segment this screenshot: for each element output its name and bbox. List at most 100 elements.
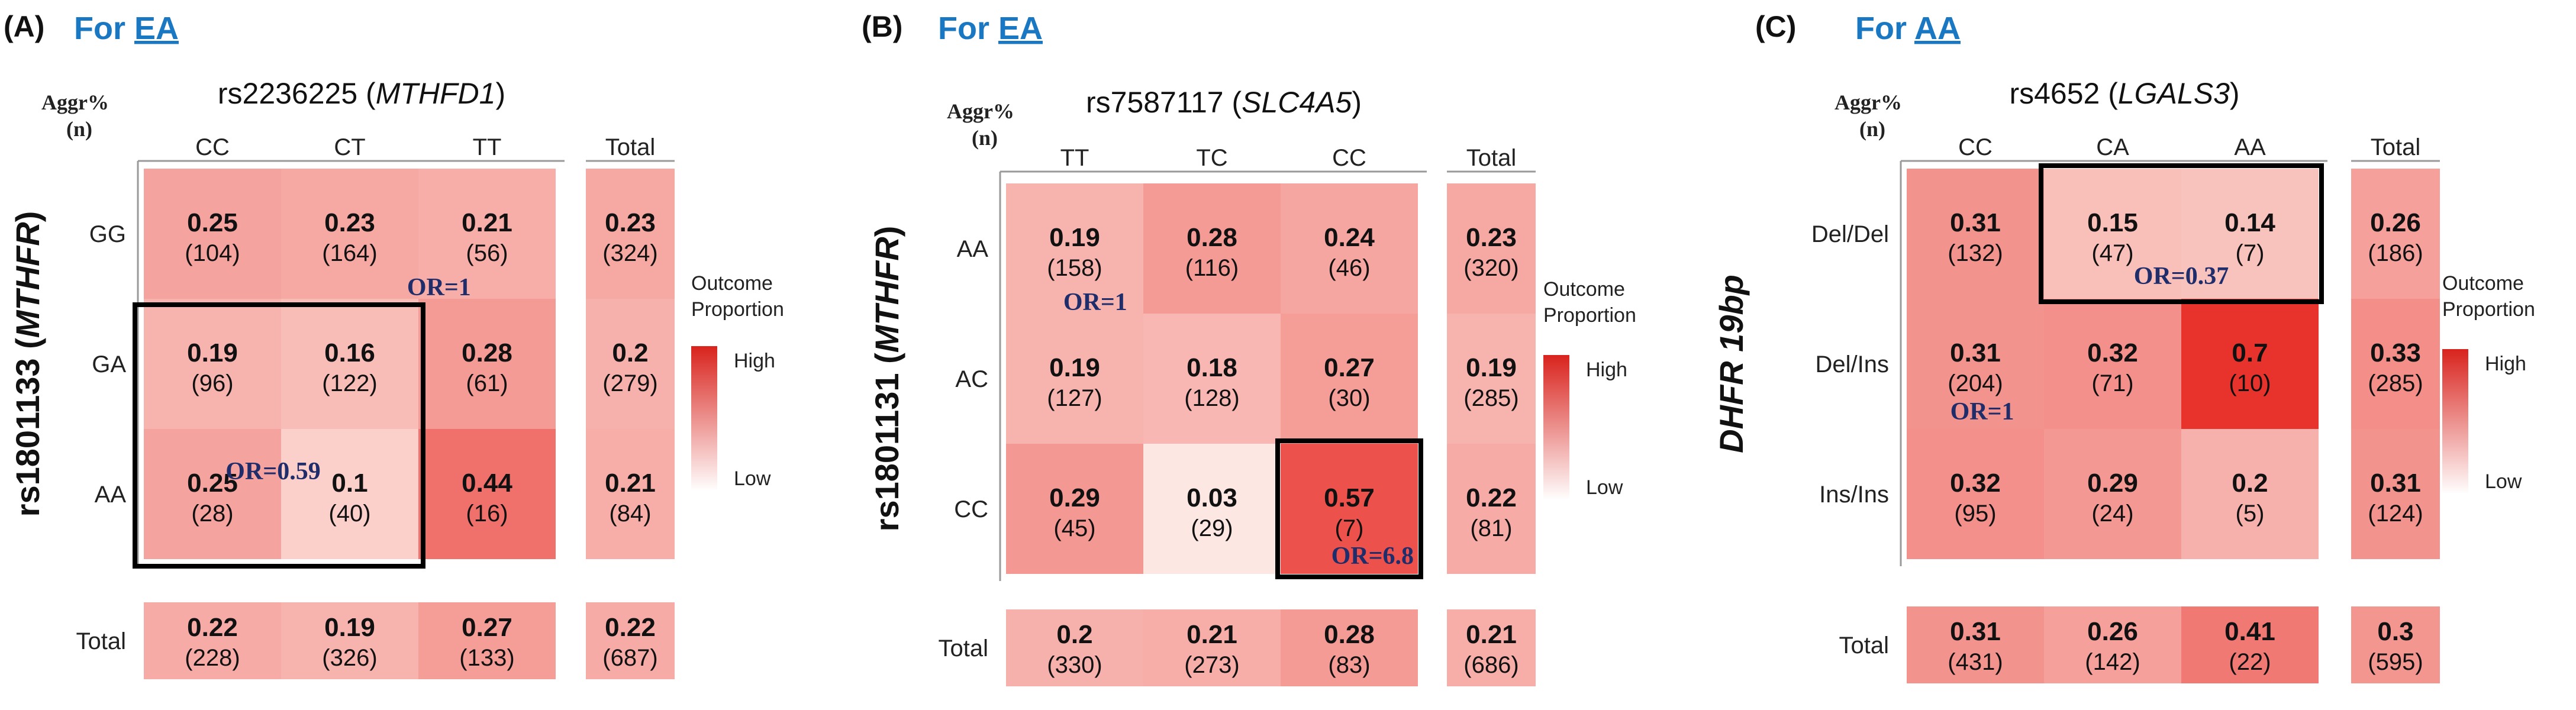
odds-ratio-label: OR=1 (1950, 398, 2014, 425)
row-total-cell-value: 0.33 (2370, 338, 2421, 367)
row-label: Del/Del (1811, 221, 1889, 247)
aggr-label: Aggr% (41, 91, 109, 114)
heatmap-cell-value: 0.31 (1950, 208, 2001, 237)
heatmap-cell-count: (122) (322, 370, 377, 396)
grand-total-cell (586, 602, 675, 679)
col-label: TT (1060, 145, 1089, 171)
heatmap-cell-value: 0.32 (1950, 469, 2001, 498)
row-total-cell-value: 0.23 (1466, 223, 1517, 252)
legend-high-label: High (2485, 353, 2526, 375)
heatmap-cell-value: 0.25 (187, 469, 238, 498)
row-label: Del/Ins (1816, 351, 1890, 377)
col-total-cell-value: 0.27 (462, 613, 512, 642)
panel-a: (A) For EA rs2236225 (MTHFD1) Aggr% (n) CC CT T… (4, 10, 784, 679)
col-total-cell-value: 0.19 (324, 613, 375, 642)
heatmap-cell (418, 429, 556, 559)
row-total-cell-count: (285) (1463, 385, 1518, 411)
row-total-cell-value: 0.26 (2370, 208, 2421, 237)
legend-title: Proportion (2442, 298, 2535, 321)
heatmap-cell-value: 0.29 (2087, 469, 2138, 498)
heatmap-cell-value: 0.19 (1049, 353, 1100, 382)
col-label: CA (2096, 134, 2129, 160)
col-total-cell-count: (83) (1328, 652, 1370, 678)
col-total-cell-value: 0.22 (187, 613, 238, 642)
population-label: For EA (938, 11, 1043, 46)
row-total-cell (1447, 183, 1536, 314)
row-label: AC (955, 366, 988, 392)
heatmap-cell-value: 0.32 (2087, 338, 2138, 367)
heatmap-cell-value: 0.28 (462, 338, 512, 367)
panel-label: (C) (1755, 10, 1796, 43)
heatmap-cell-count: (46) (1328, 255, 1370, 281)
row-total-cell-count: (81) (1470, 515, 1512, 541)
col-total-cell-value: 0.2 (1056, 620, 1092, 649)
panel-label: (B) (862, 10, 902, 43)
heatmap-cell (1143, 444, 1281, 574)
heatmap-cell (2181, 299, 2319, 429)
heatmap-cell-count: (96) (191, 370, 233, 396)
chart-title: rs2236225 (MTHFD1) (218, 77, 505, 110)
total-row-label: Total (1839, 632, 1890, 659)
heatmap-cell-value: 0.24 (1324, 223, 1375, 252)
row-label: CC (954, 496, 988, 522)
row-label: GA (92, 351, 126, 377)
row-axis-title: rs1801131 (MTHFR) (868, 226, 905, 532)
legend-title: Proportion (691, 298, 784, 321)
heatmap-cell (1143, 314, 1281, 444)
legend-colorbar (1543, 355, 1569, 500)
grand-total-cell-value: 0.3 (2377, 617, 2413, 646)
row-total-cell-value: 0.19 (1466, 353, 1517, 382)
row-label: GG (89, 221, 126, 247)
heatmap-cell (1006, 314, 1143, 444)
total-col-label: Total (605, 134, 656, 160)
heatmap-cell-count: (47) (2091, 240, 2133, 266)
odds-ratio-label: OR=6.8 (1331, 543, 1414, 570)
col-total-cell-value: 0.31 (1950, 617, 2001, 646)
heatmap-cell (1907, 299, 2044, 429)
heatmap-cell (144, 169, 281, 299)
legend-low-label: Low (1586, 476, 1623, 499)
heatmap-cell (1006, 183, 1143, 314)
legend-title: Proportion (1543, 304, 1636, 327)
row-total-cell-value: 0.21 (605, 469, 656, 498)
row-total-cell-value: 0.22 (1466, 483, 1517, 512)
col-total-cell-count: (431) (1948, 649, 2003, 675)
row-total-cell-value: 0.31 (2370, 469, 2421, 498)
heatmap-cell (1907, 429, 2044, 559)
grand-total-cell-count: (686) (1463, 652, 1518, 678)
col-total-cell-value: 0.21 (1187, 620, 1237, 649)
heatmap-cell-count: (204) (1948, 370, 2003, 396)
heatmap-cell-count: (10) (2229, 370, 2271, 396)
heatmap-cell-count: (116) (1185, 255, 1239, 281)
heatmap-cell-count: (95) (1954, 501, 1996, 527)
heatmap-cell-count: (61) (466, 370, 508, 396)
heatmap-cell-value: 0.14 (2224, 208, 2275, 237)
row-total-cell (2351, 169, 2440, 299)
col-total-cell-count: (142) (2085, 649, 2140, 675)
legend-colorbar (691, 346, 717, 491)
legend-colorbar (2442, 349, 2468, 494)
odds-ratio-box (133, 302, 425, 569)
n-label: (n) (1859, 117, 1885, 141)
heatmap-cell-value: 0.25 (187, 208, 238, 237)
heatmap-cell-value: 0.7 (2232, 338, 2268, 367)
heatmap-cell-value: 0.19 (187, 338, 238, 367)
heatmap-cell (418, 169, 556, 299)
heatmap-cell (1281, 314, 1418, 444)
row-total-cell (586, 299, 675, 429)
col-total-cell-count: (273) (1184, 652, 1239, 678)
col-label: CC (1958, 134, 1993, 160)
row-label: AA (957, 236, 989, 262)
heatmap-cell-value: 0.28 (1187, 223, 1237, 252)
heatmap-cell (281, 299, 418, 429)
odds-ratio-box (2039, 163, 2324, 304)
panel-label: (A) (4, 10, 44, 43)
col-total-cell-count: (133) (459, 645, 514, 671)
heatmap-cell-count: (71) (2091, 370, 2133, 396)
heatmap-cell (2181, 169, 2319, 299)
heatmap-cell-value: 0.19 (1049, 223, 1100, 252)
heatmap-cell-value: 0.44 (462, 469, 512, 498)
n-label: (n) (972, 126, 998, 150)
col-total-cell (1281, 609, 1418, 686)
population-label: For EA (74, 11, 179, 46)
